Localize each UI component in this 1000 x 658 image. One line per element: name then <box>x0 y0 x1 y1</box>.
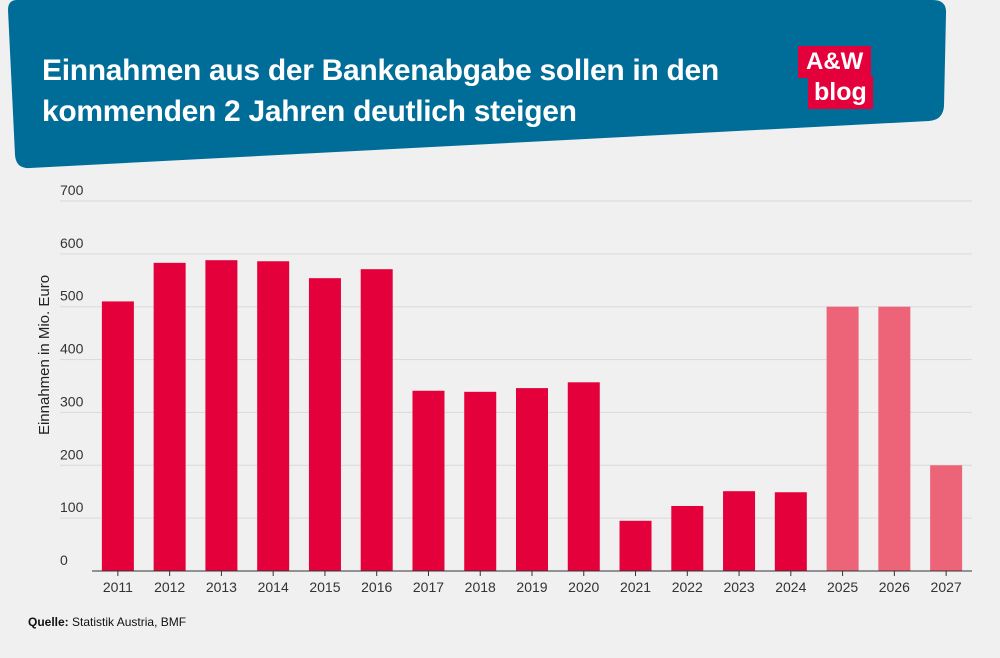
bar-2011 <box>101 301 134 571</box>
x-tick-label: 2015 <box>309 579 340 595</box>
bars <box>101 260 963 571</box>
bar-2017 <box>412 390 445 571</box>
y-tick-label: 500 <box>60 288 84 304</box>
bar-2023 <box>723 491 756 571</box>
x-tick-label: 2023 <box>723 579 754 595</box>
x-tick-label: 2019 <box>516 579 547 595</box>
bar-2027 <box>930 465 963 571</box>
source-note: Quelle: Statistik Austria, BMF <box>28 615 186 629</box>
bar-2025 <box>826 306 859 571</box>
source-label: Quelle: <box>28 615 69 629</box>
y-tick-label: 300 <box>60 393 84 409</box>
x-tick-label: 2016 <box>361 579 392 595</box>
x-tick-label: 2024 <box>775 579 806 595</box>
x-tick-label: 2022 <box>672 579 703 595</box>
bar-2014 <box>257 261 290 571</box>
y-tick-label: 400 <box>60 341 84 357</box>
bar-2012 <box>153 262 186 571</box>
x-tick-label: 2017 <box>413 579 444 595</box>
y-axis-title: Einnahmen in Mio. Euro <box>36 275 53 435</box>
bar-2024 <box>774 492 807 571</box>
y-tick-label: 0 <box>60 552 68 568</box>
logo-text-bottom: blog <box>808 76 873 109</box>
bar-2015 <box>308 278 341 571</box>
y-tick-label: 100 <box>60 499 84 515</box>
x-tick-label: 2027 <box>931 579 962 595</box>
x-tick-label: 2011 <box>103 579 133 595</box>
x-tick-label: 2020 <box>568 579 599 595</box>
bar-2018 <box>464 391 497 571</box>
y-axis-ticks: 0 100 200 300 400 500 600 700 <box>60 182 84 568</box>
bar-2019 <box>516 388 548 571</box>
x-tick-label: 2014 <box>258 579 289 595</box>
chart-title-line-2: kommenden 2 Jahren deutlich steigen <box>42 95 577 128</box>
bar-2021 <box>619 520 652 571</box>
logo-text-top: A&W <box>798 46 872 78</box>
bar-2013 <box>205 260 238 571</box>
x-tick-label: 2025 <box>827 579 858 595</box>
x-tick-label: 2021 <box>620 579 651 595</box>
x-tick-label: 2026 <box>879 579 910 595</box>
chart-title-line-1: Einnahmen aus der Bankenabgabe sollen in… <box>42 54 719 87</box>
bar-2026 <box>878 306 911 571</box>
bar-2016 <box>360 269 393 571</box>
x-tick-label: 2018 <box>465 579 496 595</box>
y-tick-label: 200 <box>60 446 84 462</box>
x-axis-ticks: 2011 2012 2013 2014 2015 2016 2017 2018 2019 2020… <box>103 571 962 595</box>
bar-2022 <box>671 505 704 571</box>
x-tick-label: 2012 <box>154 579 185 595</box>
bar-2020 <box>567 382 600 571</box>
banner-shape <box>8 0 947 169</box>
aw-blog-logo[interactable]: A&W blog <box>798 46 882 112</box>
y-tick-label: 700 <box>60 182 84 198</box>
x-tick-label: 2013 <box>206 579 237 595</box>
source-text: Statistik Austria, BMF <box>72 615 187 629</box>
header-banner <box>8 0 947 169</box>
y-tick-label: 600 <box>60 235 84 251</box>
